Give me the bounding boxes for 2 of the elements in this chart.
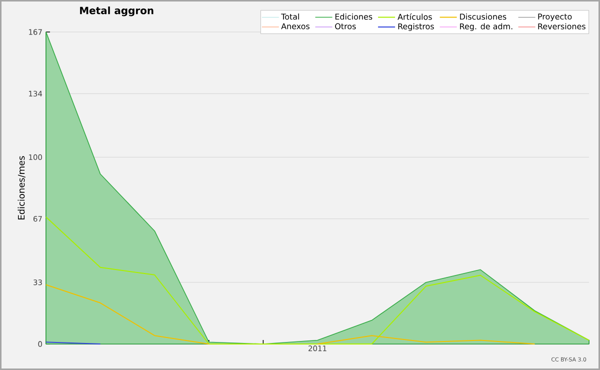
y-axis-title: Ediciones/mes — [18, 156, 26, 220]
chart-title: Metal aggron — [80, 6, 154, 16]
